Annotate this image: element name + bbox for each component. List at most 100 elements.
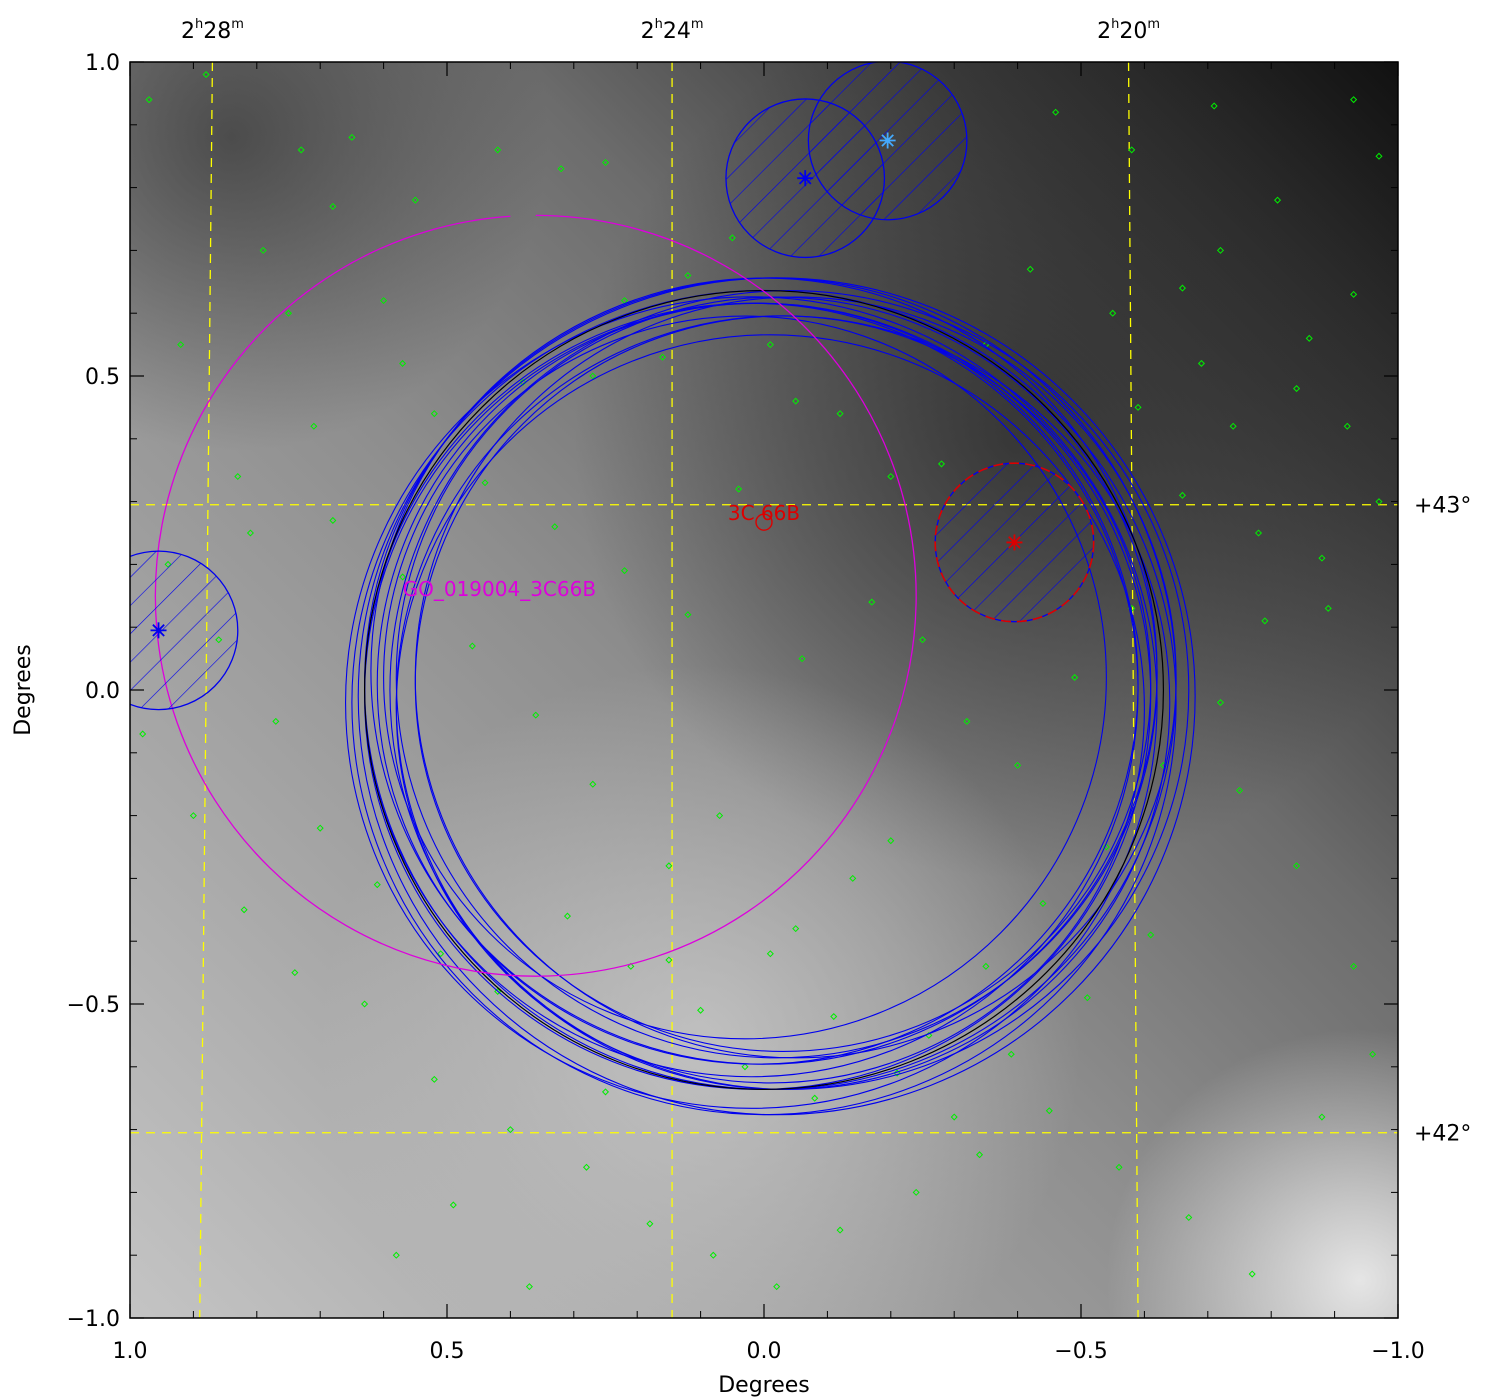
green-source-marker	[329, 516, 337, 524]
y-tick-label: −1.0	[67, 1307, 120, 1332]
green-source-marker	[1147, 931, 1155, 939]
green-source-marker	[1134, 403, 1142, 411]
green-source-marker	[1039, 899, 1047, 908]
y-axis-title: Degrees	[11, 644, 36, 736]
green-source-marker	[380, 297, 388, 305]
green-source-marker	[1305, 334, 1313, 342]
green-source-marker	[557, 165, 565, 173]
green-source-marker	[373, 881, 381, 889]
green-source-marker	[868, 598, 876, 606]
green-source-marker	[918, 636, 927, 644]
green-source-marker	[697, 1006, 705, 1014]
target-label: 3C 66B	[728, 501, 800, 525]
x-tick-label: 1.0	[113, 1339, 148, 1364]
green-source-marker	[792, 397, 800, 405]
y-tick-label: 0.0	[85, 679, 120, 704]
green-source-marker	[1045, 1107, 1053, 1115]
green-source-marker	[1115, 1163, 1123, 1171]
green-source-marker	[411, 196, 419, 204]
green-source-marker	[494, 146, 502, 154]
target-marker: 3C 66B	[728, 501, 800, 531]
green-source-marker	[310, 422, 318, 430]
green-source-marker	[912, 1188, 920, 1196]
green-source-marker	[399, 359, 407, 367]
green-source-marker	[202, 71, 210, 79]
green-source-marker	[430, 1075, 438, 1083]
green-source-marker	[1254, 529, 1263, 537]
ra-grid-label: 2h20m	[1097, 17, 1160, 44]
green-source-marker	[937, 460, 946, 468]
ra-grid-line	[1127, 62, 1139, 1318]
green-source-marker	[1369, 1050, 1377, 1058]
green-source-marker	[399, 573, 407, 581]
green-source-marker	[481, 479, 489, 487]
green-source-marker	[811, 1094, 819, 1102]
green-source-marker	[601, 158, 610, 167]
hatched-source-circle	[130, 550, 239, 711]
target-circle	[755, 513, 773, 531]
green-source-marker	[506, 1126, 514, 1134]
green-source-marker	[449, 1201, 457, 1209]
green-source-marker	[1216, 699, 1225, 707]
green-source-marker	[1109, 309, 1117, 317]
green-source-marker	[1210, 102, 1218, 110]
green-source-marker	[792, 925, 800, 933]
green-source-marker	[430, 410, 438, 418]
x-tick-label: −0.5	[1054, 1339, 1107, 1364]
green-source-marker	[1343, 422, 1351, 430]
green-source-marker	[329, 202, 337, 210]
green-source-marker	[620, 567, 629, 575]
pointing-circles	[345, 277, 1196, 1116]
mean-pointing-circle	[363, 289, 1165, 1091]
green-source-marker	[1293, 862, 1301, 870]
green-source-marker	[437, 950, 445, 958]
green-source-marker	[665, 956, 673, 964]
green-source-marker	[582, 1163, 591, 1171]
green-source-marker	[1083, 994, 1091, 1002]
axes: 1.0 0.5 0.0 −0.5 −1.0 1.0 0.5 0.0 −0.5 −1.0	[67, 51, 1425, 1364]
pointing-circle	[383, 315, 1107, 1040]
guest-observer-field: GO_019004_3C66B	[154, 214, 917, 977]
x-axis-title: Degrees	[718, 1373, 810, 1398]
green-source-marker	[145, 96, 153, 104]
green-source-marker	[741, 1063, 749, 1071]
star-stroke	[152, 624, 165, 637]
green-source-marker	[684, 611, 692, 619]
green-source-marker	[773, 1283, 781, 1291]
green-source-marker	[532, 711, 540, 719]
green-source-marker	[1235, 786, 1244, 795]
green-source-marker	[1229, 422, 1237, 430]
green-source-marker	[316, 824, 324, 832]
green-source-marker	[240, 906, 248, 914]
green-source-marker	[798, 655, 806, 663]
green-source-marker	[284, 309, 293, 317]
source-star-marker	[1006, 534, 1023, 551]
green-source-marker	[1178, 491, 1186, 499]
green-source-marker	[716, 812, 724, 820]
green-source-marker	[589, 372, 597, 380]
star-stroke	[798, 171, 812, 185]
green-source-marker	[887, 472, 895, 481]
guest-observer-circle	[154, 214, 917, 977]
green-source-marker	[1350, 96, 1358, 104]
green-source-marker	[601, 1088, 610, 1096]
green-source-marker	[735, 485, 743, 493]
y-tick-label: −0.5	[67, 993, 120, 1018]
plot-area: GO_019004_3C66B 3C 66B	[129, 61, 1399, 1319]
source-star-marker	[797, 170, 814, 187]
pointing-circle	[414, 296, 1177, 1059]
green-source-marker	[348, 133, 356, 141]
green-source-marker	[1350, 290, 1358, 298]
star-stroke	[881, 134, 894, 147]
green-source-marker	[963, 717, 971, 725]
green-source-marker	[1197, 359, 1205, 367]
green-source-marker	[684, 271, 692, 280]
hatched-source-edge	[934, 462, 1095, 623]
green-source-marker	[709, 1251, 717, 1259]
green-source-marker	[272, 717, 280, 725]
green-source-marker	[659, 353, 667, 361]
green-source-marker	[1350, 962, 1358, 970]
green-source-marker	[1178, 284, 1186, 292]
hatched-sources	[130, 62, 1095, 711]
